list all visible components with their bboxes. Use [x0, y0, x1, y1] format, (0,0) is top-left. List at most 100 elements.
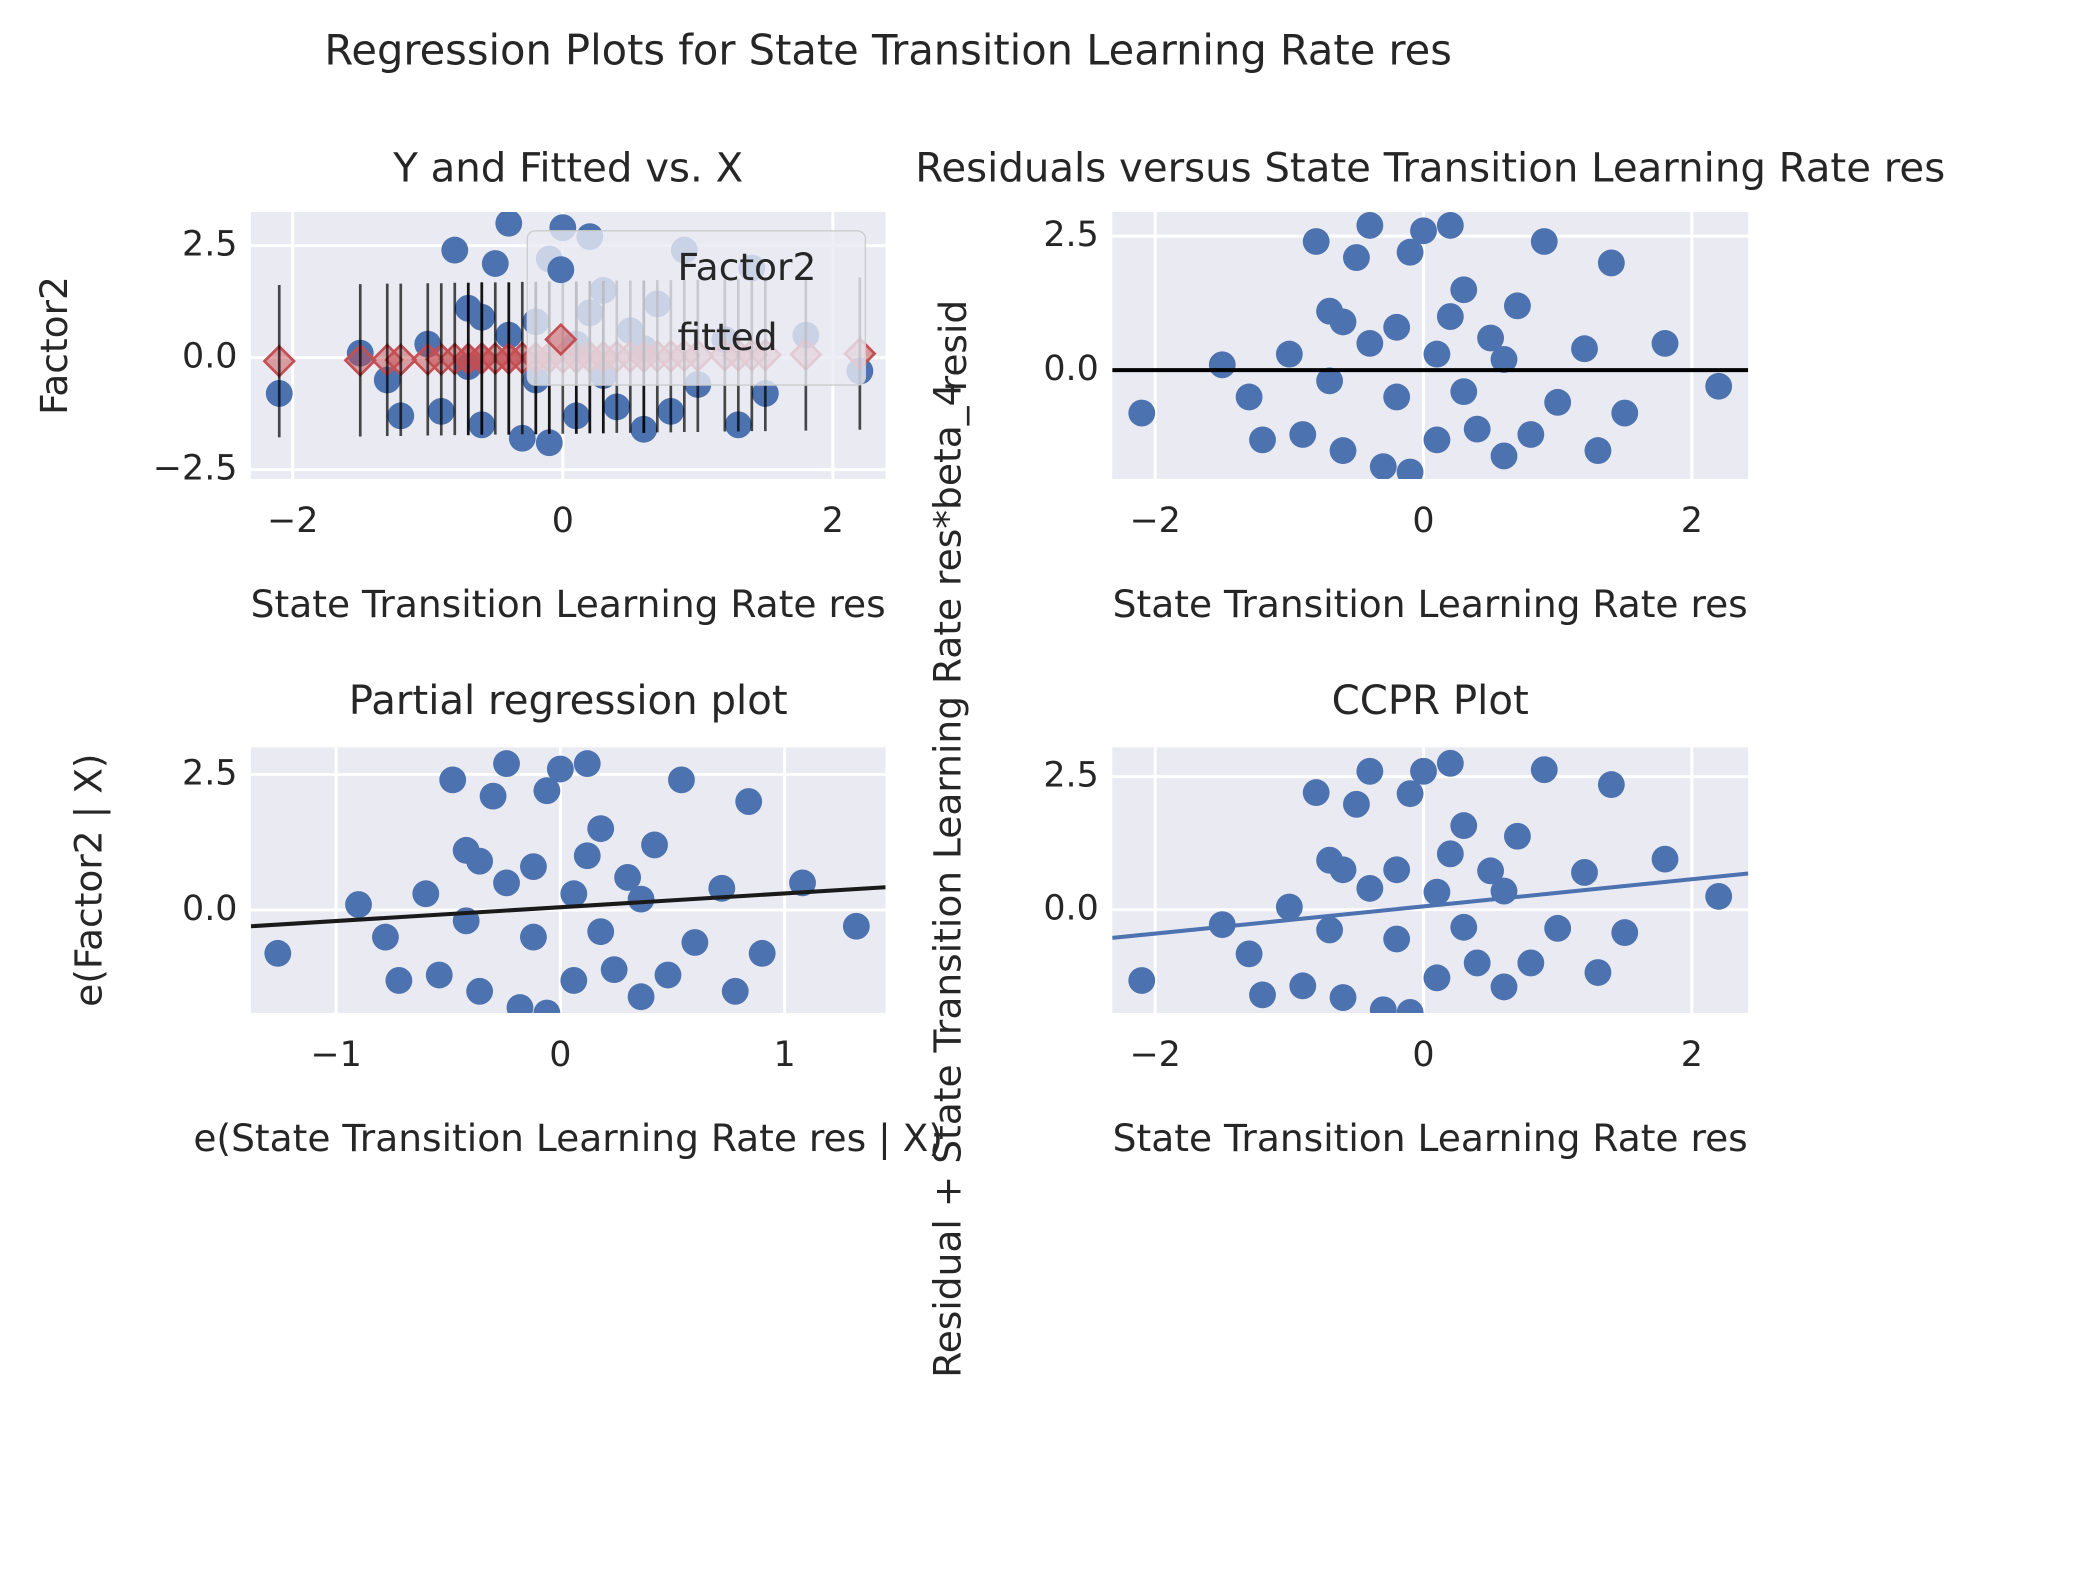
point [1275, 340, 1303, 368]
point [1235, 383, 1263, 411]
axes-title: Residuals versus State Transition Learni… [915, 145, 1945, 191]
point [641, 831, 668, 859]
point [1517, 949, 1545, 977]
point [1343, 244, 1370, 271]
point [495, 212, 523, 237]
point [546, 755, 574, 783]
point [1275, 893, 1303, 921]
fit-line [250, 885, 886, 929]
point [1249, 981, 1276, 1009]
point [439, 766, 467, 794]
point [1396, 999, 1424, 1013]
point [1329, 984, 1357, 1011]
point [1383, 856, 1411, 884]
point [520, 923, 547, 951]
x-axis-label: State Transition Learning Rate res [1113, 1116, 1748, 1160]
x-tick-label: 0 [1412, 501, 1434, 541]
point [533, 999, 561, 1013]
axes-title: CCPR Plot [1332, 678, 1529, 724]
point [1584, 437, 1612, 465]
point [1369, 453, 1397, 480]
point [1517, 421, 1545, 448]
point [1530, 228, 1558, 255]
point [1410, 217, 1437, 245]
point [1289, 421, 1317, 448]
point [1530, 756, 1558, 784]
x-axis-label: State Transition Learning Rate res [251, 582, 886, 626]
point [789, 869, 816, 897]
y-axis-label: resid [931, 300, 975, 392]
x-tick-label: −2 [1129, 1035, 1180, 1075]
point [1423, 964, 1451, 992]
point [1235, 940, 1263, 968]
point [1436, 840, 1464, 868]
point [412, 880, 440, 908]
point [1705, 372, 1733, 400]
y-tick-label: 0.0 [182, 337, 237, 377]
point [735, 788, 763, 815]
point [587, 815, 615, 843]
point [842, 912, 870, 940]
point [466, 977, 494, 1005]
point [506, 994, 534, 1013]
point [1356, 757, 1384, 785]
point [1423, 878, 1451, 906]
point [1423, 340, 1451, 368]
point [1584, 959, 1612, 986]
plot-area [250, 750, 886, 1013]
y-tick-label: 2.5 [1043, 756, 1098, 796]
y-axis-label: Residual + State Transition Learning Rat… [925, 383, 969, 1378]
point [1544, 388, 1572, 416]
point [573, 750, 601, 778]
point [1450, 276, 1478, 304]
point [1463, 415, 1491, 443]
legend-label: fitted [678, 315, 778, 359]
figure-title: Regression Plots for State Transition Le… [324, 26, 1452, 75]
point [1436, 303, 1464, 330]
point [385, 967, 413, 994]
point [1571, 335, 1598, 363]
point [1316, 916, 1344, 944]
point [681, 929, 709, 956]
point [1571, 859, 1598, 886]
point [1436, 749, 1464, 777]
point [1490, 973, 1518, 1001]
point [508, 424, 536, 452]
point [264, 939, 292, 967]
x-tick-label: 0 [549, 1035, 571, 1075]
point [587, 918, 615, 946]
point [1249, 426, 1276, 454]
point [1490, 346, 1518, 373]
point [1329, 437, 1357, 465]
y-axis-label: Factor2 [32, 276, 76, 415]
point [560, 880, 588, 908]
point [1329, 308, 1357, 336]
point [1396, 238, 1424, 266]
point [1383, 383, 1411, 411]
point [1396, 780, 1424, 808]
point [1436, 212, 1464, 239]
point [1316, 367, 1344, 395]
point [1128, 399, 1156, 427]
x-tick-label: −2 [1129, 501, 1180, 541]
point [1302, 779, 1330, 807]
point [1611, 399, 1639, 427]
point [1423, 426, 1451, 454]
point [1329, 856, 1357, 884]
x-axis-label: State Transition Learning Rate res [1113, 582, 1748, 626]
point [481, 250, 509, 277]
point [627, 885, 655, 913]
y-tick-label: 2.5 [1043, 215, 1098, 255]
x-tick-label: 2 [1681, 1035, 1703, 1075]
point [614, 864, 642, 891]
point [479, 782, 507, 810]
point [668, 766, 695, 794]
point [1651, 845, 1679, 873]
x-tick-label: −1 [310, 1035, 361, 1075]
y-tick-label: 0.0 [1043, 349, 1098, 389]
point [441, 236, 469, 264]
point [1128, 967, 1156, 994]
axes-title: Y and Fitted vs. X [392, 145, 743, 191]
point [627, 983, 655, 1011]
